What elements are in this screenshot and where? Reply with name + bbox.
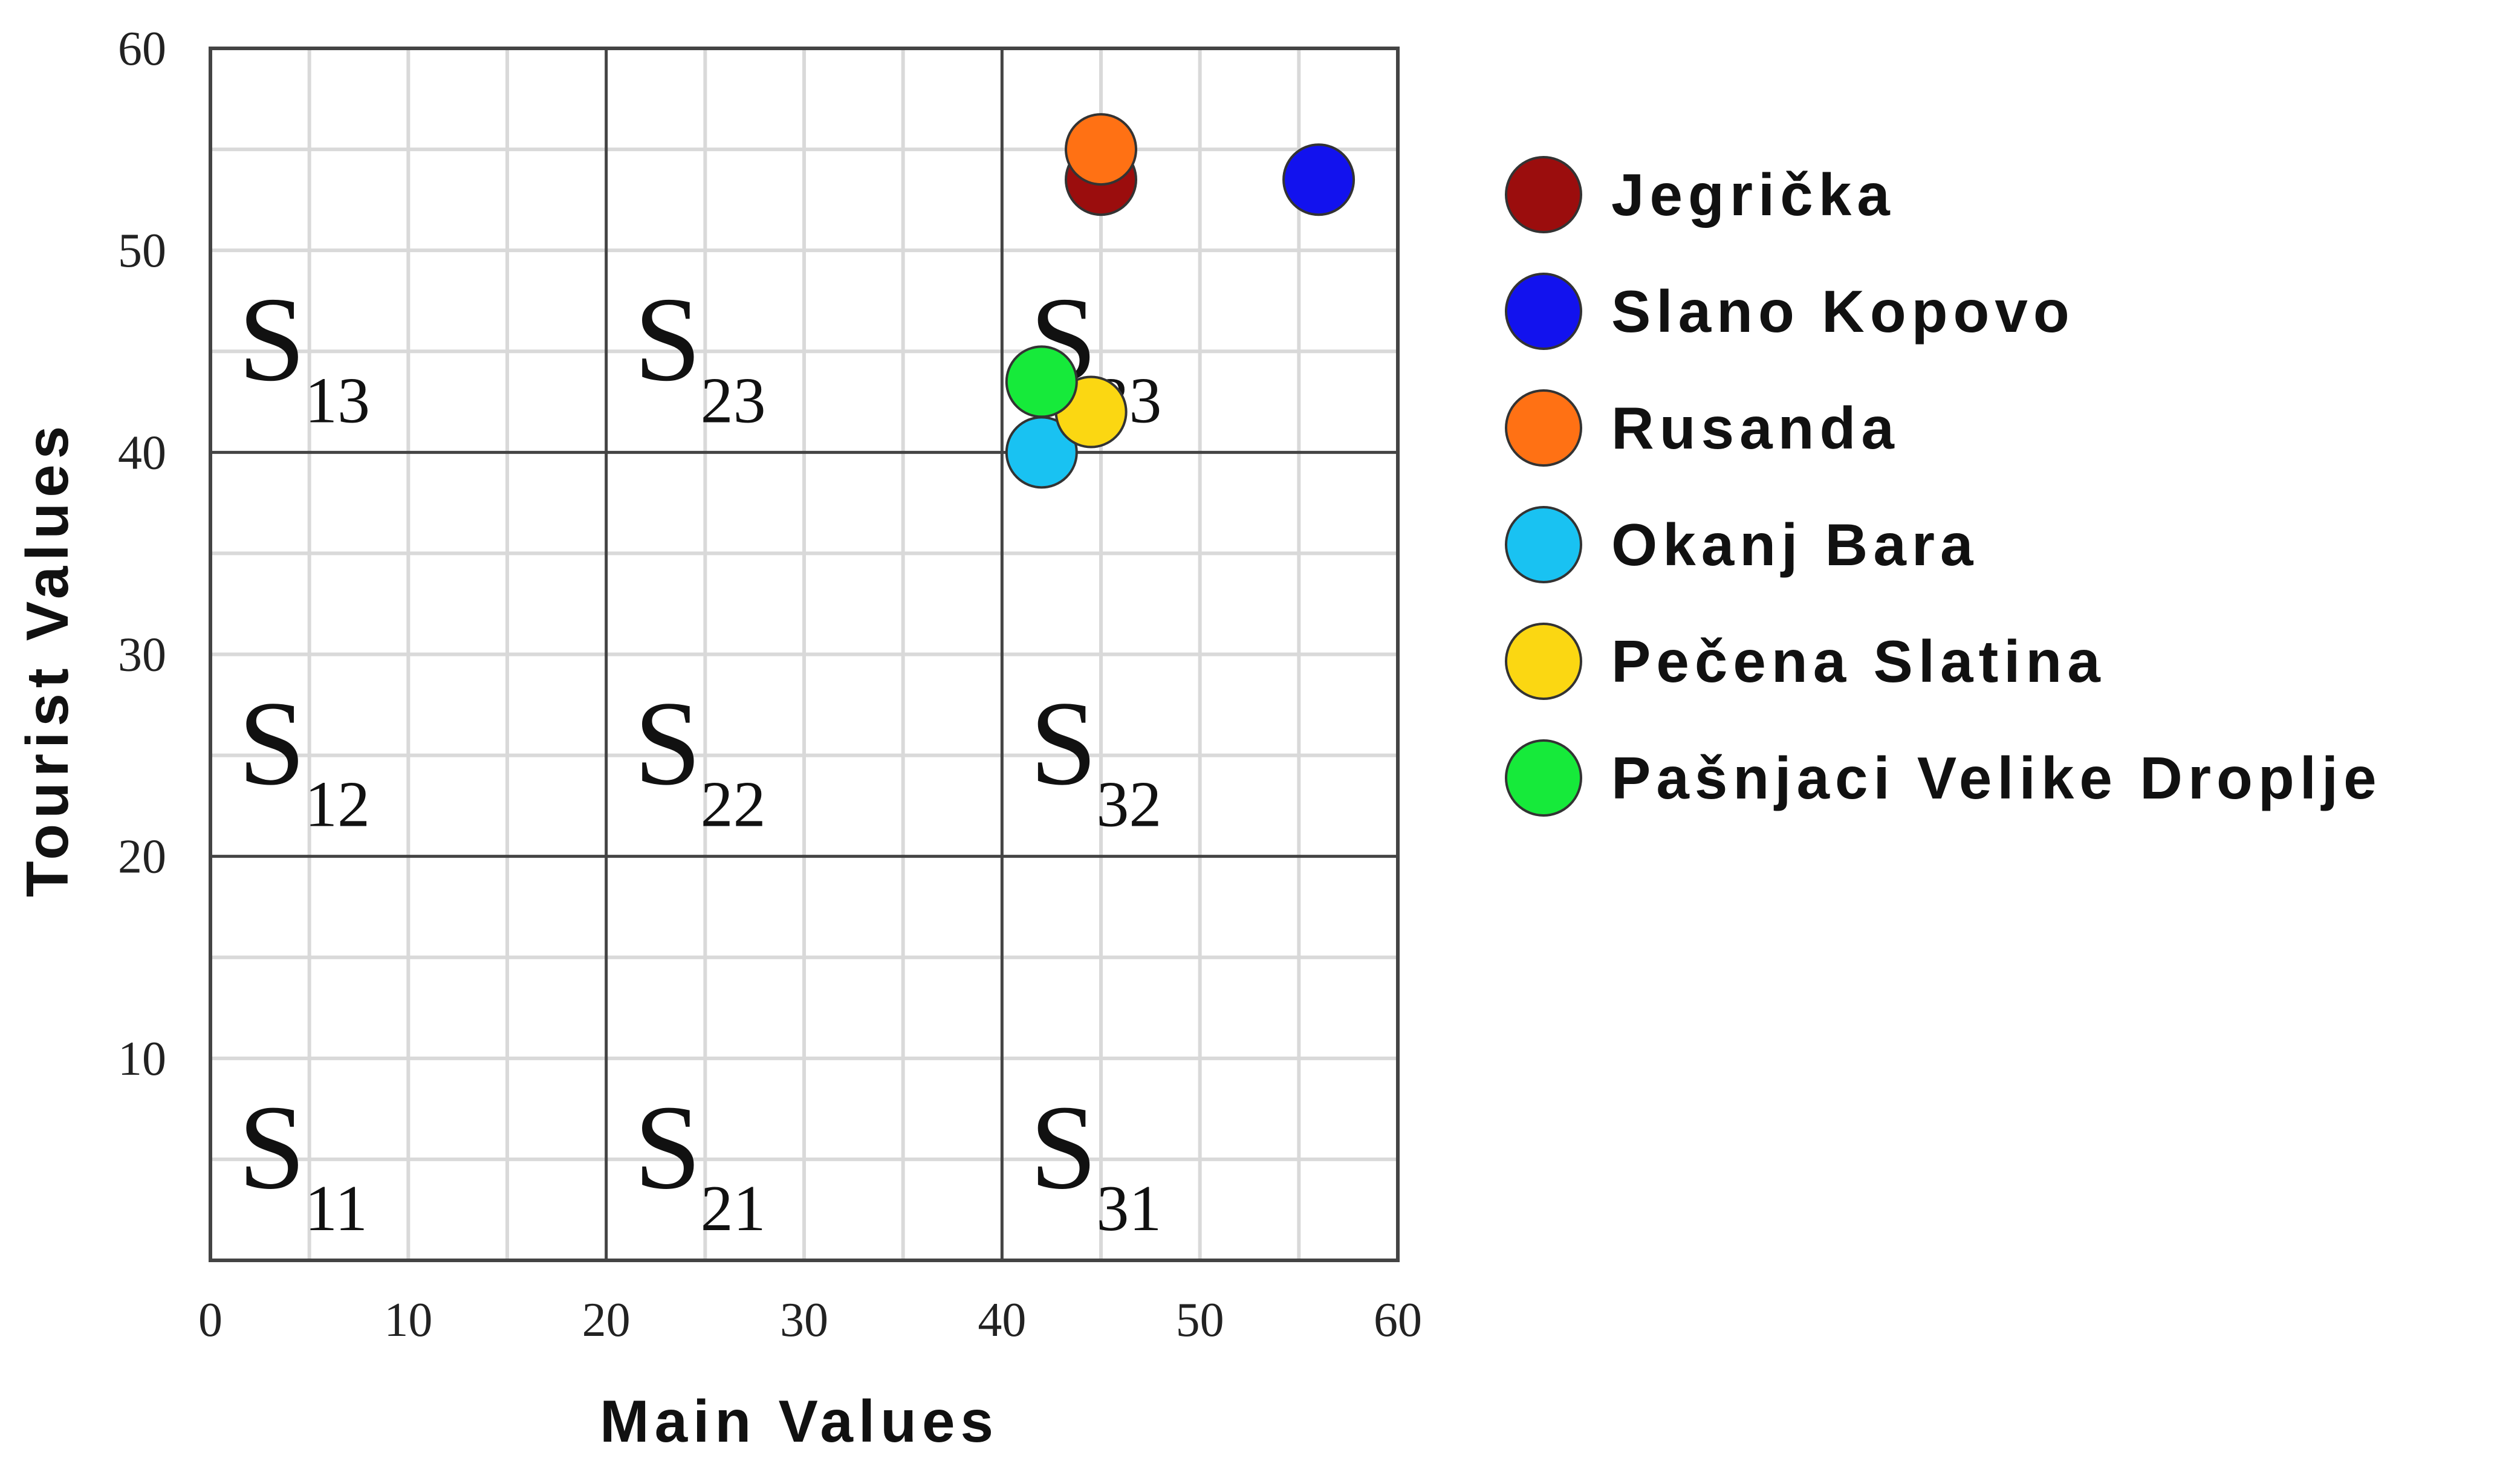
data-points (1005, 113, 1356, 489)
y-tick-label: 30 (118, 629, 166, 682)
region-subscript-S31: 31 (1096, 1173, 1161, 1245)
y-tick-label: 60 (118, 22, 166, 76)
region-label-S32: S (1030, 677, 1097, 811)
region-subscript-S32: 32 (1096, 769, 1161, 841)
legend-marker (1505, 506, 1582, 583)
x-axis-title: Main Values (600, 1388, 999, 1454)
region-label-S13: S (238, 273, 305, 406)
legend-marker (1505, 273, 1582, 350)
x-tick-label: 20 (582, 1294, 631, 1347)
x-tick-label: 0 (198, 1294, 222, 1347)
data-point (1065, 113, 1137, 186)
region-label-S11: S (238, 1081, 305, 1214)
x-tick-label: 50 (1176, 1294, 1224, 1347)
legend-label: Okanj Bara (1611, 511, 1978, 578)
region-label-S31: S (1030, 1081, 1097, 1214)
plot-frame (209, 47, 1400, 1262)
region-subscript-S13: 13 (305, 365, 370, 436)
legend-marker (1505, 389, 1582, 467)
legend-label: Jegrička (1611, 161, 1895, 228)
legend-marker (1505, 623, 1582, 700)
x-tick-label: 40 (978, 1294, 1026, 1347)
region-subscript-S11: 11 (305, 1173, 368, 1245)
y-tick-label: 50 (118, 224, 166, 277)
region-subscript-S21: 21 (701, 1173, 766, 1245)
x-tick-label: 10 (384, 1294, 432, 1347)
y-tick-labels: 10 20 30 40 50 60 (118, 22, 166, 1086)
region-subscript-S12: 12 (305, 769, 370, 841)
legend-label: Rusanda (1611, 395, 1900, 461)
legend-marker (1505, 739, 1582, 817)
legend-label: Pašnjaci Velike Droplje (1611, 745, 2382, 811)
region-label-S12: S (238, 677, 305, 811)
region-subscript-S23: 23 (701, 365, 766, 436)
legend-marker (1505, 156, 1582, 233)
x-tick-label: 30 (780, 1294, 828, 1347)
x-tick-labels: 0 10 20 30 40 50 60 (198, 1294, 1422, 1347)
y-tick-label: 40 (118, 426, 166, 479)
y-tick-label: 20 (118, 831, 166, 884)
legend-label: Slano Kopovo (1611, 278, 2075, 345)
legend: Jegrička Slano Kopovo Rusanda Okanj Bara Peč… (1505, 156, 2382, 817)
legend-label: Pečena Slatina (1611, 628, 2106, 695)
region-label-S21: S (634, 1081, 701, 1214)
data-point (1282, 143, 1356, 216)
region-label-S22: S (634, 677, 701, 811)
region-subscript-S22: 22 (701, 769, 766, 841)
y-axis-title: Tourist Values (14, 421, 80, 898)
plot-area (209, 47, 1400, 1262)
data-point (1005, 345, 1078, 418)
x-tick-label: 60 (1374, 1294, 1422, 1347)
y-tick-label: 10 (118, 1032, 166, 1086)
region-label-S23: S (634, 273, 701, 406)
